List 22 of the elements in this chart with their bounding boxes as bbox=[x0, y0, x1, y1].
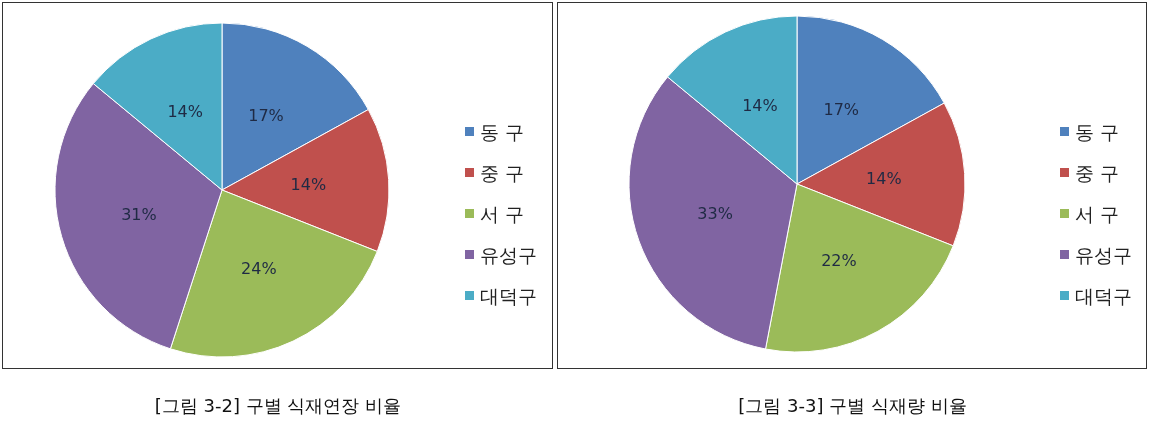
data-label: 33% bbox=[697, 203, 733, 223]
data-label: 17% bbox=[823, 99, 860, 119]
legend-label: 서 구 bbox=[480, 202, 525, 225]
data-label: 31% bbox=[121, 204, 157, 224]
data-label: 14% bbox=[290, 175, 327, 195]
legend-label: 대덕구 bbox=[480, 284, 537, 307]
legend-label: 중 구 bbox=[480, 161, 525, 184]
data-label: 17% bbox=[248, 106, 284, 126]
legend-label: 중 구 bbox=[1075, 161, 1120, 184]
legend-label: 대덕구 bbox=[1075, 284, 1132, 307]
text: [그림 3-2] 구별 식재연장 비율 bbox=[154, 394, 402, 416]
legend-label: 서 구 bbox=[1075, 202, 1120, 225]
legend-label: 동 구 bbox=[480, 120, 525, 143]
data-label: 14% bbox=[167, 102, 203, 122]
text: [그림 3-3] 구별 식재량 비율 bbox=[738, 394, 967, 416]
data-label: 22% bbox=[821, 250, 857, 270]
data-label: 14% bbox=[866, 169, 902, 189]
data-label: 14% bbox=[742, 95, 778, 115]
legend-label: 유성구 bbox=[480, 243, 537, 266]
legend-label: 유성구 bbox=[1075, 243, 1132, 266]
legend-label: 동 구 bbox=[1075, 120, 1120, 143]
data-label: 24% bbox=[241, 258, 277, 278]
